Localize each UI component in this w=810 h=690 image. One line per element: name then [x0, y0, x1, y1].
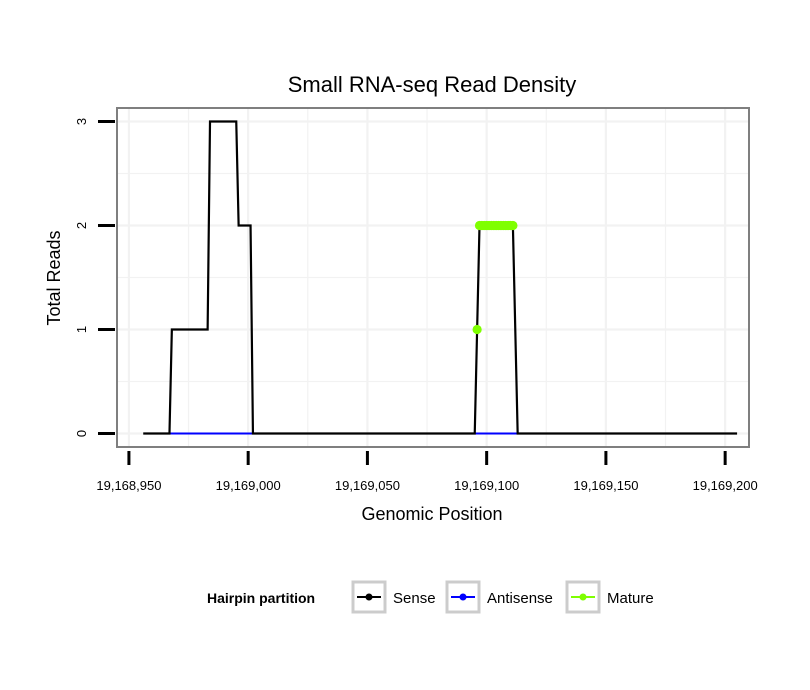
x-tick-label: 19,169,100 [454, 478, 519, 493]
legend: Hairpin partition Sense Antisense Mature [207, 580, 654, 614]
chart-title: Small RNA-seq Read Density [288, 72, 577, 97]
plot-panel [116, 107, 750, 448]
x-tick-label: 19,169,150 [573, 478, 638, 493]
y-axis-title: Total Reads [44, 230, 64, 325]
y-tick-label: 2 [74, 222, 89, 229]
mature-point [508, 220, 518, 231]
series-layer [143, 120, 738, 435]
legend-label-sense: Sense [393, 590, 436, 607]
legend-title: Hairpin partition [207, 590, 315, 606]
y-tick-label: 3 [74, 118, 89, 125]
x-tick-label: 19,169,200 [693, 478, 758, 493]
y-tick-label: 1 [74, 326, 89, 333]
y-axis: 0 1 2 3 [74, 118, 115, 437]
legend-key-point [365, 593, 373, 601]
x-axis-title: Genomic Position [361, 504, 502, 524]
x-tick-label: 19,168,950 [96, 478, 161, 493]
legend-key-point [459, 593, 467, 601]
y-tick-label: 0 [74, 430, 89, 437]
grid-lines [117, 108, 749, 447]
mature-point [472, 324, 482, 335]
legend-key-point [579, 593, 587, 601]
x-tick-label: 19,169,050 [335, 478, 400, 493]
x-axis: 19,168,950 19,169,000 19,169,050 19,169,100… [96, 451, 758, 493]
legend-entries: Sense Antisense Mature [351, 580, 654, 614]
legend-label-antisense: Antisense [487, 590, 553, 607]
legend-label-mature: Mature [607, 590, 654, 607]
x-tick-label: 19,169,000 [216, 478, 281, 493]
